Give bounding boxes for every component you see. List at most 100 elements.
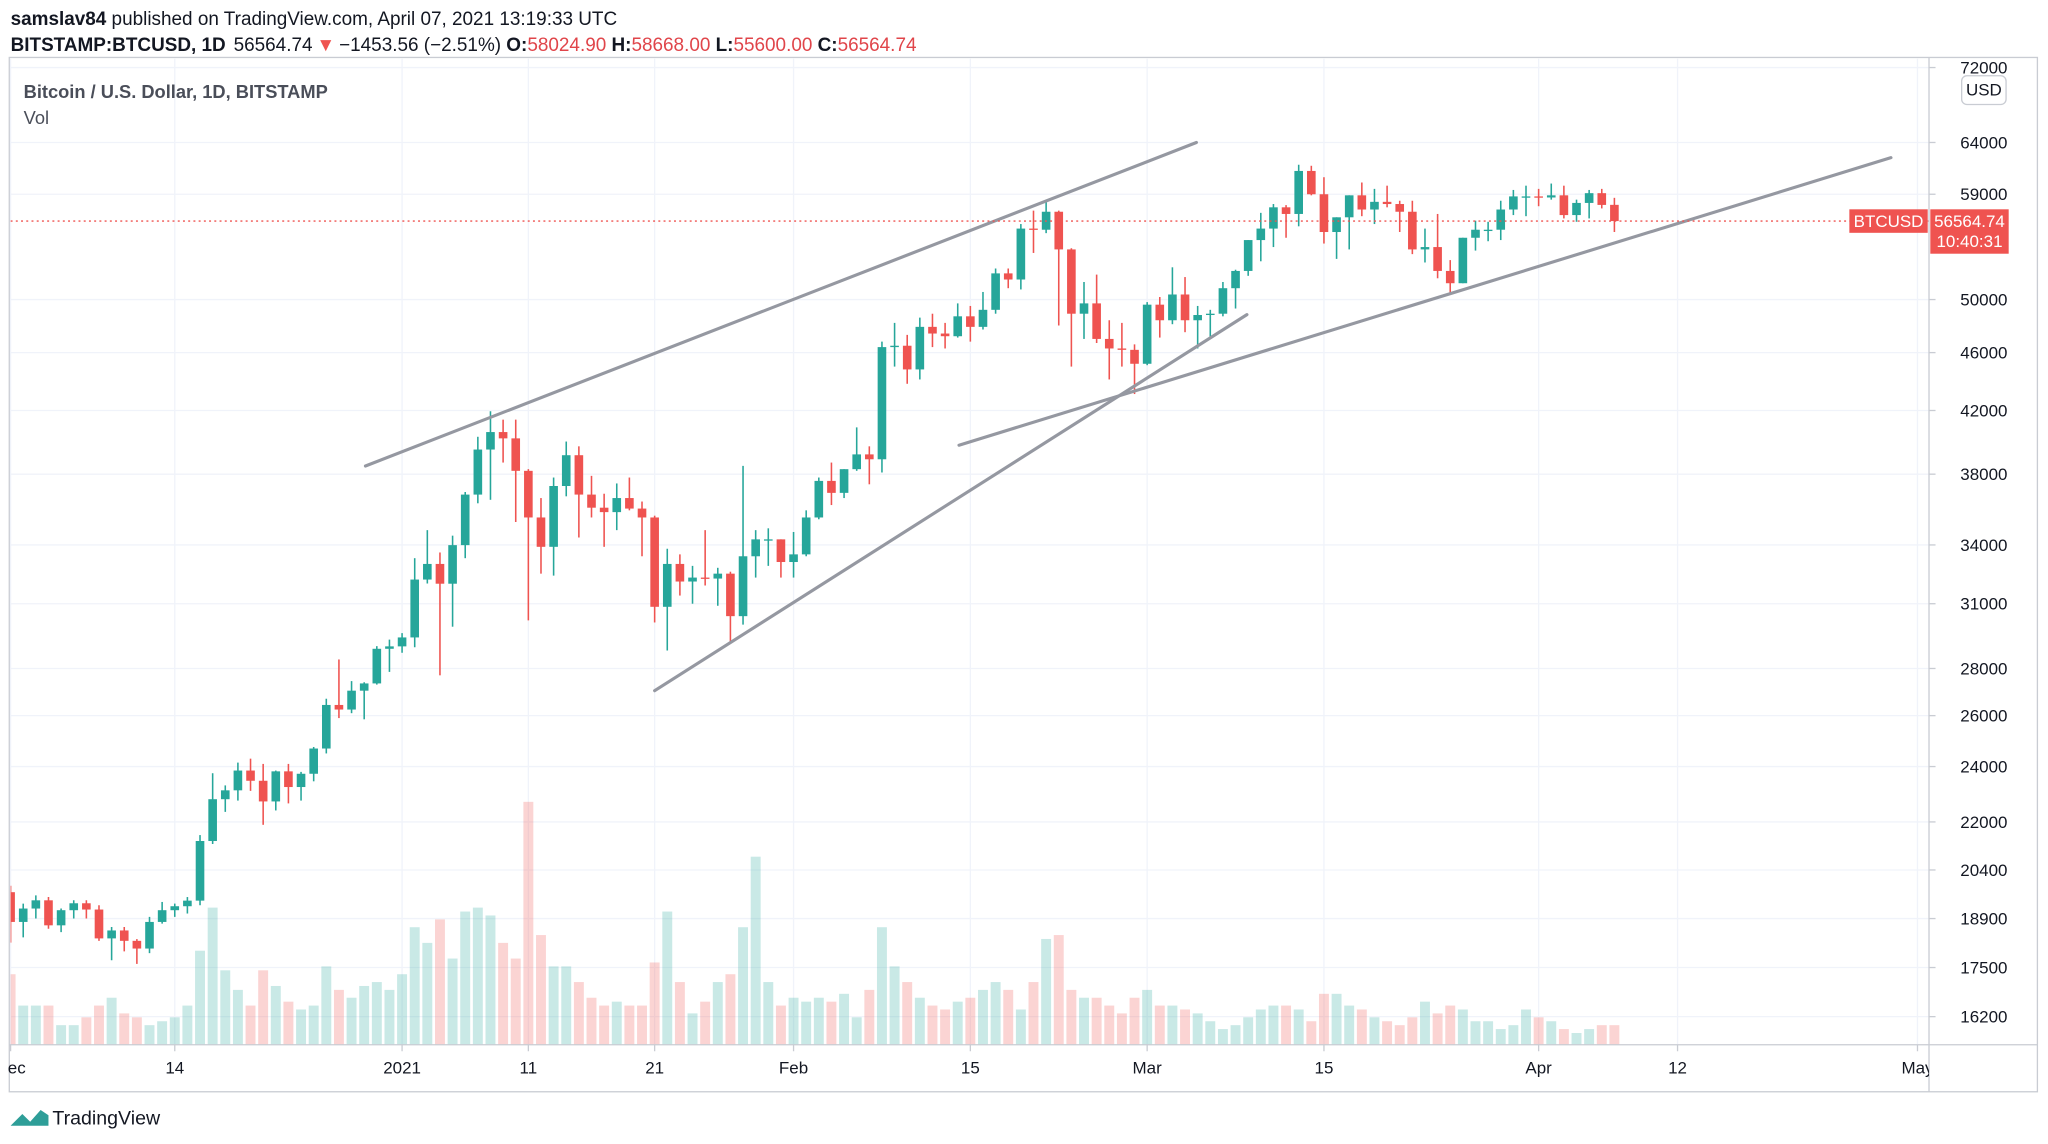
volume-bar xyxy=(283,1001,294,1045)
volume-bar xyxy=(346,997,357,1045)
x-tick-label: Dec xyxy=(0,1058,26,1077)
y-tick-label: 64000 xyxy=(1960,133,2007,152)
candle-body xyxy=(119,930,129,941)
volume-bar xyxy=(232,989,243,1045)
volume-bar xyxy=(1053,935,1064,1045)
volume-bar xyxy=(1382,1021,1393,1045)
l-label: L: xyxy=(716,35,734,56)
candle-body xyxy=(1483,229,1493,232)
volume-bar xyxy=(182,1005,193,1045)
candle-body xyxy=(751,539,760,557)
volume-bar xyxy=(1344,1005,1355,1045)
volume-bar xyxy=(498,942,509,1045)
candle-body xyxy=(1029,228,1038,230)
volume-bar xyxy=(978,989,988,1045)
candle-body xyxy=(69,903,79,911)
volume-bar xyxy=(1268,1005,1279,1045)
candle-body xyxy=(966,316,975,327)
y-tick-label: 34000 xyxy=(1960,536,2007,555)
volume-bar xyxy=(1116,1013,1127,1045)
x-tick-label: 14 xyxy=(165,1058,184,1077)
volume-bar xyxy=(10,974,16,1045)
candle-body xyxy=(814,480,824,518)
grid xyxy=(9,58,1930,1045)
c-label: C: xyxy=(818,35,838,56)
volume-bar xyxy=(1356,1009,1367,1045)
y-tick-label: 20400 xyxy=(1960,861,2007,880)
candle-body xyxy=(82,903,91,910)
candle-body xyxy=(536,517,546,547)
volume-bar xyxy=(548,966,559,1045)
volume-bar xyxy=(510,958,521,1045)
volume-bar xyxy=(321,966,332,1045)
volume-bar xyxy=(434,919,445,1045)
volume-bar xyxy=(220,970,231,1045)
volume-bar xyxy=(1028,982,1039,1045)
volume-bar xyxy=(649,962,660,1045)
volume-bar xyxy=(864,989,875,1045)
candle-body xyxy=(31,900,41,909)
y-tick-label: 31000 xyxy=(1960,595,2007,614)
volume-bar xyxy=(637,1005,647,1045)
candle-body xyxy=(233,770,243,791)
candle-body xyxy=(170,906,180,911)
volume-bar xyxy=(1407,1017,1418,1045)
currency-button-label[interactable]: USD xyxy=(1966,80,2002,99)
volume-bar xyxy=(1243,1017,1254,1045)
volume-bar xyxy=(1142,989,1153,1045)
candle-body xyxy=(726,573,735,617)
candle-body xyxy=(498,432,508,439)
volume-bar xyxy=(1217,1029,1228,1045)
candle-body xyxy=(10,892,15,922)
candle-body xyxy=(688,577,697,582)
y-tick-label: 72000 xyxy=(1960,58,2007,77)
x-tick-label: 11 xyxy=(520,1058,538,1077)
candle-body xyxy=(1445,270,1455,284)
candle-body xyxy=(1395,204,1405,212)
candle-body xyxy=(1344,195,1354,218)
candle-body xyxy=(473,449,483,495)
candle-body xyxy=(599,507,609,513)
x-tick-label: 15 xyxy=(961,1058,980,1077)
candle-body xyxy=(220,790,230,800)
candle-body xyxy=(284,771,293,788)
volume-bar xyxy=(851,1017,862,1045)
footer-logo: TradingView xyxy=(10,1107,161,1129)
volume-bar xyxy=(308,1005,319,1045)
volume-bar xyxy=(687,1013,698,1045)
y-tick-label: 22000 xyxy=(1960,813,2007,832)
volume-bar xyxy=(662,911,673,1045)
candle-body xyxy=(423,563,432,580)
x-tick-label: Mar xyxy=(1133,1058,1163,1077)
volume-bar xyxy=(599,1005,610,1045)
volume-bar xyxy=(1255,1009,1266,1045)
x-tick-label: 21 xyxy=(645,1058,664,1077)
volume-bar xyxy=(119,1013,130,1045)
y-tick-label: 26000 xyxy=(1960,707,2007,726)
volume-bar xyxy=(296,1009,307,1045)
x-tick-label: 15 xyxy=(1315,1058,1334,1077)
volume-bar xyxy=(1091,997,1102,1045)
volume-bar xyxy=(1066,989,1077,1045)
candle-body xyxy=(183,900,192,907)
volume-bar xyxy=(1192,1013,1203,1045)
symbol-tag xyxy=(1849,209,1928,233)
candle-body xyxy=(902,345,912,370)
logo-mark xyxy=(10,1110,49,1126)
legend-title: Bitcoin / U.S. Dollar, 1D, BITSTAMP xyxy=(24,81,328,102)
y-tick-label: 28000 xyxy=(1960,659,2007,678)
volume-bar xyxy=(561,966,572,1045)
candle-body xyxy=(1370,201,1379,210)
candle-body xyxy=(1205,313,1215,316)
volume-bar xyxy=(700,1001,711,1045)
volume-bar xyxy=(1495,1029,1506,1045)
candle-body xyxy=(738,556,748,617)
candle-body xyxy=(890,345,899,348)
volume-bar xyxy=(1521,1009,1531,1045)
x-tick-label: May xyxy=(1901,1058,1934,1077)
volume-bar xyxy=(30,1005,41,1045)
candle-body xyxy=(1243,240,1253,271)
volume-bar xyxy=(207,907,218,1045)
currency-button[interactable] xyxy=(1961,75,2007,106)
